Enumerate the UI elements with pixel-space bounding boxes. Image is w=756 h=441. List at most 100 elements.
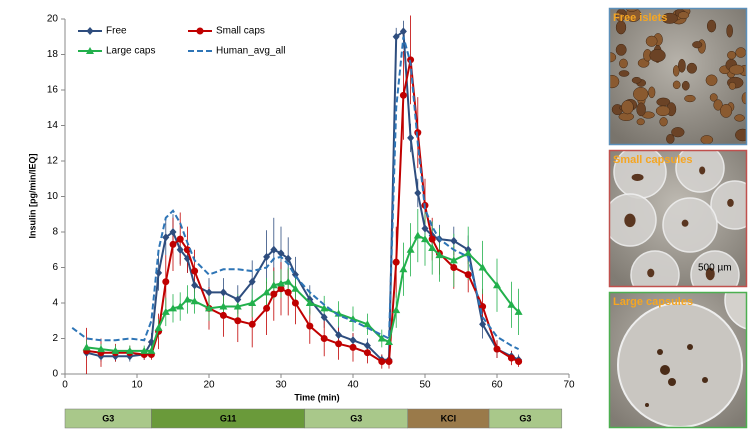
marker — [414, 188, 422, 197]
marker — [478, 263, 487, 271]
y-tick-label: 4 — [52, 298, 58, 309]
photo-label: Free islets — [613, 12, 667, 24]
marker — [169, 304, 177, 312]
x-tick-label: 70 — [563, 380, 575, 391]
legend-label: Small caps — [216, 26, 265, 37]
islet — [618, 70, 630, 77]
marker — [97, 345, 105, 353]
islet — [727, 50, 737, 60]
islet — [735, 47, 747, 58]
x-tick-label: 20 — [203, 380, 215, 391]
photo — [609, 8, 747, 145]
marker — [176, 235, 184, 243]
marker — [169, 240, 177, 248]
y-tick-label: 20 — [47, 14, 59, 25]
islet — [702, 377, 708, 383]
marker — [205, 304, 213, 312]
marker — [183, 246, 191, 254]
x-tick-label: 10 — [131, 380, 143, 391]
marker — [162, 278, 170, 286]
marker — [284, 254, 292, 263]
marker — [306, 322, 314, 330]
marker — [421, 224, 429, 233]
series-line — [86, 29, 520, 361]
islet — [678, 11, 690, 20]
islet — [615, 20, 627, 35]
y-tick-label: 8 — [52, 227, 58, 238]
marker — [421, 235, 429, 243]
marker — [284, 288, 292, 296]
phase-label: G3 — [519, 413, 531, 423]
islet — [672, 65, 680, 77]
islet — [727, 198, 734, 207]
marker — [270, 245, 278, 254]
islet — [699, 166, 706, 175]
photo-light — [609, 8, 747, 145]
marker — [162, 233, 170, 242]
marker — [262, 288, 271, 296]
islet — [681, 219, 689, 227]
marker — [435, 251, 444, 259]
legend-label: Free — [106, 26, 127, 37]
islet — [633, 86, 649, 102]
marker — [219, 302, 228, 310]
islet — [615, 43, 627, 56]
photo-border — [608, 7, 748, 146]
marker — [349, 343, 357, 351]
islet — [706, 19, 717, 33]
y-tick-label: 0 — [52, 369, 58, 380]
marker — [269, 281, 278, 289]
marker — [183, 295, 192, 303]
islet — [687, 344, 693, 350]
marker — [248, 299, 257, 306]
islet — [636, 118, 645, 126]
islet — [686, 62, 697, 74]
islet — [678, 58, 686, 73]
y-tick-label: 6 — [52, 262, 58, 273]
marker — [191, 267, 199, 275]
islet — [609, 74, 620, 89]
marker — [277, 249, 285, 258]
series-line — [71, 36, 520, 351]
capsule — [617, 302, 743, 428]
islet — [700, 135, 714, 145]
marker — [248, 320, 256, 328]
marker — [169, 228, 177, 236]
marker — [392, 258, 400, 266]
islet — [649, 49, 666, 63]
capsule — [724, 292, 747, 330]
marker — [125, 346, 134, 354]
islet — [660, 365, 670, 375]
marker — [450, 264, 458, 271]
marker — [385, 358, 393, 366]
marker — [111, 346, 120, 354]
marker — [514, 307, 523, 315]
marker — [464, 271, 472, 279]
islet — [645, 403, 649, 407]
phase-label: G3 — [350, 413, 362, 423]
marker — [205, 288, 213, 297]
x-tick-label: 50 — [419, 380, 431, 391]
capsule — [630, 250, 680, 287]
photo-border — [608, 291, 748, 429]
capsule — [690, 250, 740, 287]
marker — [176, 245, 184, 254]
islet — [726, 24, 733, 38]
islet — [666, 134, 675, 144]
marker — [176, 302, 185, 310]
y-tick-label: 18 — [47, 49, 59, 60]
islet — [741, 92, 747, 105]
marker — [82, 343, 91, 351]
marker — [191, 281, 199, 290]
marker — [385, 338, 393, 346]
islet — [647, 268, 655, 278]
legend-label: Human_avg_all — [216, 46, 286, 57]
marker — [377, 334, 386, 342]
x-tick-label: 30 — [275, 380, 287, 391]
marker — [291, 299, 299, 307]
phase-bar — [488, 408, 563, 429]
marker — [399, 265, 408, 273]
marker — [493, 281, 501, 289]
y-tick-label: 14 — [47, 120, 59, 131]
